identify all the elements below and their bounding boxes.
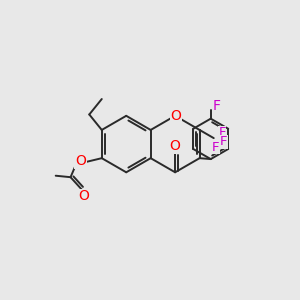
Text: F: F [218, 126, 226, 139]
Text: F: F [212, 140, 219, 154]
Text: F: F [213, 99, 221, 113]
Text: F: F [220, 135, 227, 148]
Text: O: O [78, 189, 89, 203]
Text: O: O [170, 109, 181, 123]
Text: O: O [169, 140, 180, 153]
Text: O: O [75, 154, 86, 168]
